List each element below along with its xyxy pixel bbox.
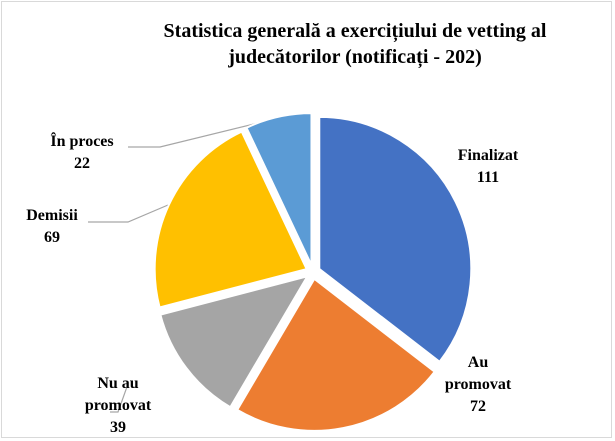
leader-line — [88, 204, 169, 223]
slice-label: În proces 22 — [32, 131, 132, 175]
slice-label: Au promovat 72 — [433, 352, 523, 418]
value-label: 72 — [470, 398, 486, 415]
leader-line — [110, 383, 129, 413]
pie-slice — [235, 277, 437, 432]
category-label: În proces — [50, 133, 114, 150]
value-label: 111 — [476, 169, 500, 186]
category-label: Nu au promovat — [84, 375, 152, 414]
value-label: 69 — [44, 229, 60, 246]
value-label: 39 — [110, 419, 126, 436]
pie-slice — [318, 115, 473, 364]
leader-line — [128, 121, 263, 148]
slice-label: Demisii 69 — [12, 205, 92, 249]
slice-label: Finalizat 111 — [443, 145, 533, 189]
pie-slice — [245, 112, 313, 266]
pie-slice — [153, 130, 309, 309]
category-label: Au promovat — [444, 354, 512, 393]
value-label: 22 — [74, 155, 90, 172]
category-label: Demisii — [26, 207, 78, 224]
pie-slice — [159, 274, 310, 409]
chart-title: Statistica generală a exercițiului de ve… — [163, 20, 547, 68]
category-label: Finalizat — [457, 147, 519, 164]
slice-label: Nu au promovat 39 — [73, 373, 163, 439]
